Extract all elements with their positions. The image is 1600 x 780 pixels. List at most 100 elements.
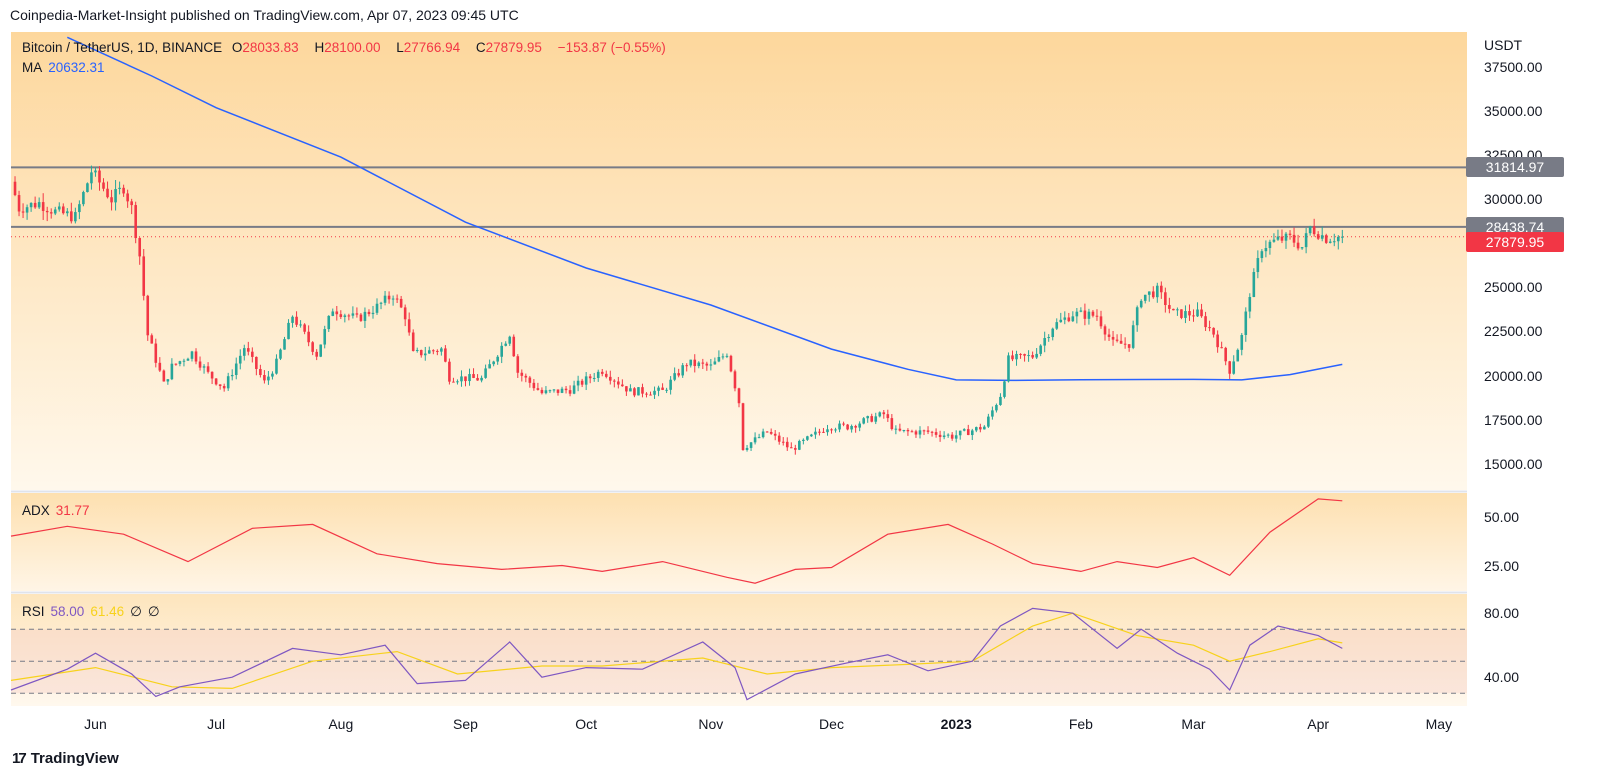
candle-body <box>701 362 705 364</box>
candle <box>633 387 636 398</box>
candle-body <box>588 376 592 379</box>
candle-body <box>355 313 359 315</box>
candle-body <box>1168 305 1171 309</box>
adx-pane[interactable] <box>10 498 1343 584</box>
candle <box>564 385 568 394</box>
candle-body <box>834 429 837 431</box>
candle-body <box>464 376 467 382</box>
candle-body <box>440 348 443 352</box>
candle <box>218 384 222 390</box>
price-tick-label: 15000.00 <box>1484 455 1543 472</box>
last-price-badge: 27879.95 <box>1466 231 1564 252</box>
candle <box>452 377 455 383</box>
candle <box>484 364 487 379</box>
candle-body <box>1083 310 1087 319</box>
rsi-pane[interactable] <box>10 607 1467 701</box>
candle-body <box>1228 361 1231 374</box>
candle-body <box>1155 285 1159 298</box>
footer-brand: TradingView <box>30 750 119 767</box>
candle-body <box>21 211 25 213</box>
candle <box>1280 229 1284 244</box>
ma-line <box>66 36 1343 382</box>
candle <box>1107 328 1111 341</box>
candle-body <box>311 342 314 352</box>
time-tick-label: Apr <box>1307 716 1330 732</box>
candle <box>979 423 982 433</box>
candle-body <box>818 431 821 433</box>
candle <box>1103 324 1107 341</box>
candle-body <box>170 363 174 380</box>
candle-body <box>1139 300 1143 308</box>
candle-body <box>1172 308 1175 311</box>
candle <box>49 208 53 219</box>
adx-label: ADX <box>22 503 50 518</box>
candle <box>1079 307 1083 313</box>
candle <box>814 427 817 439</box>
price-tick-label: 22500.00 <box>1484 323 1543 340</box>
candle-body <box>114 189 117 203</box>
candle <box>379 301 383 310</box>
candle-body <box>942 435 946 438</box>
adx-legend[interactable]: ADX 31.77 <box>22 503 96 518</box>
candle-body <box>126 193 129 202</box>
candle <box>1031 351 1034 360</box>
candle <box>134 201 137 244</box>
candle <box>311 341 314 356</box>
candle-body <box>118 187 121 190</box>
candle-body <box>492 361 495 365</box>
candle <box>685 363 689 372</box>
candle-body <box>1184 311 1187 318</box>
candle <box>572 380 576 395</box>
candle-body <box>1296 242 1300 249</box>
candle <box>588 373 592 384</box>
candle <box>500 342 503 364</box>
candle-body <box>906 429 910 432</box>
candle <box>1256 250 1260 279</box>
candle-body <box>1067 317 1071 322</box>
candle-body <box>98 170 101 183</box>
candle <box>1284 231 1288 249</box>
rsi-legend[interactable]: RSI 58.00 61.46 ∅ ∅ <box>22 604 166 620</box>
candle-body <box>810 434 813 437</box>
candle-body <box>693 359 697 367</box>
candle <box>343 313 347 323</box>
adx-tick-label: 50.00 <box>1484 508 1520 525</box>
candle <box>359 313 363 322</box>
candle-body <box>1288 233 1292 235</box>
level-badge-0: 31814.97 <box>1466 157 1564 178</box>
candle-body <box>552 389 556 391</box>
candle <box>247 341 250 356</box>
candle <box>122 184 125 197</box>
candle-body <box>1304 233 1308 248</box>
candle <box>110 189 113 211</box>
symbol-title[interactable]: Bitcoin / TetherUS, 1D, BINANCE <box>22 40 223 55</box>
candle-body <box>556 389 560 393</box>
candle <box>496 355 499 365</box>
candle-body <box>110 197 113 203</box>
price-pane[interactable] <box>11 36 1467 455</box>
candle <box>351 306 355 319</box>
low-label: L <box>396 40 404 55</box>
candle-body <box>822 431 825 433</box>
candle <box>222 383 226 392</box>
candle <box>1087 308 1091 325</box>
candle <box>721 353 725 360</box>
candle <box>335 306 339 321</box>
candle <box>512 334 516 357</box>
candle <box>761 428 765 439</box>
tradingview-footer[interactable]: 17 TradingView <box>12 750 119 767</box>
candle-body <box>576 380 580 386</box>
candle <box>1115 334 1119 343</box>
candle <box>166 379 170 385</box>
candle <box>480 375 483 383</box>
candle-body <box>705 363 709 366</box>
candle <box>645 392 648 398</box>
candle <box>898 423 902 432</box>
candle-body <box>625 386 628 392</box>
candle-body <box>247 348 250 352</box>
candle <box>323 325 327 349</box>
candle-body <box>930 431 934 433</box>
ma-legend[interactable]: MA 20632.31 <box>22 60 111 75</box>
candle-body <box>1107 334 1111 337</box>
